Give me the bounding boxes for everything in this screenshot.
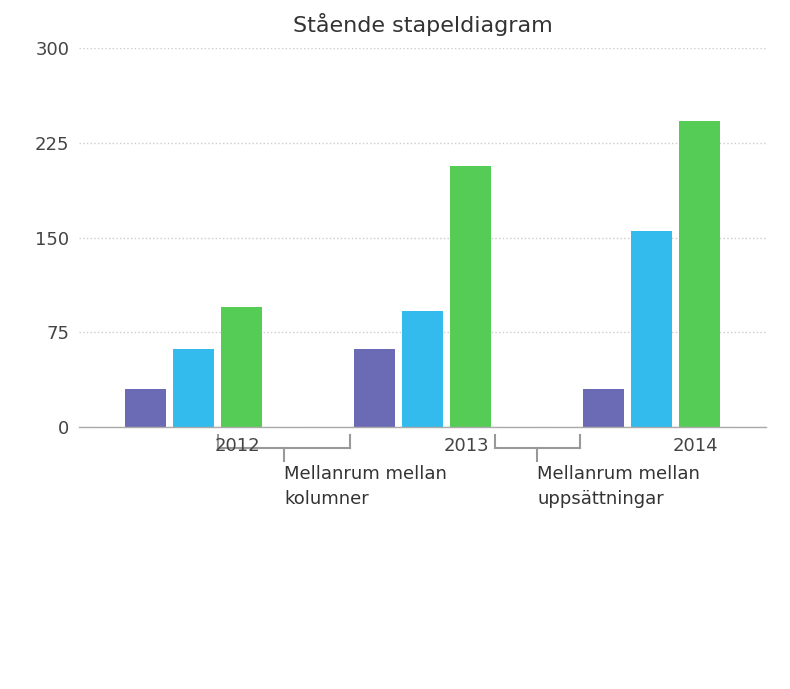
Text: 2012: 2012 xyxy=(214,437,260,455)
Bar xyxy=(631,232,672,427)
Bar xyxy=(583,389,624,427)
Bar xyxy=(125,389,166,427)
Text: 2013: 2013 xyxy=(443,437,489,455)
Title: Stående stapeldiagram: Stående stapeldiagram xyxy=(293,12,552,36)
Bar xyxy=(679,121,720,427)
Bar xyxy=(221,307,262,427)
Bar xyxy=(173,349,214,427)
Bar xyxy=(402,311,443,427)
Text: Mellanrum mellan
uppsättningar: Mellanrum mellan uppsättningar xyxy=(537,465,700,508)
Bar xyxy=(354,349,395,427)
Bar xyxy=(450,166,491,427)
Text: 2014: 2014 xyxy=(672,437,718,455)
Text: Mellanrum mellan
kolumner: Mellanrum mellan kolumner xyxy=(284,465,447,508)
